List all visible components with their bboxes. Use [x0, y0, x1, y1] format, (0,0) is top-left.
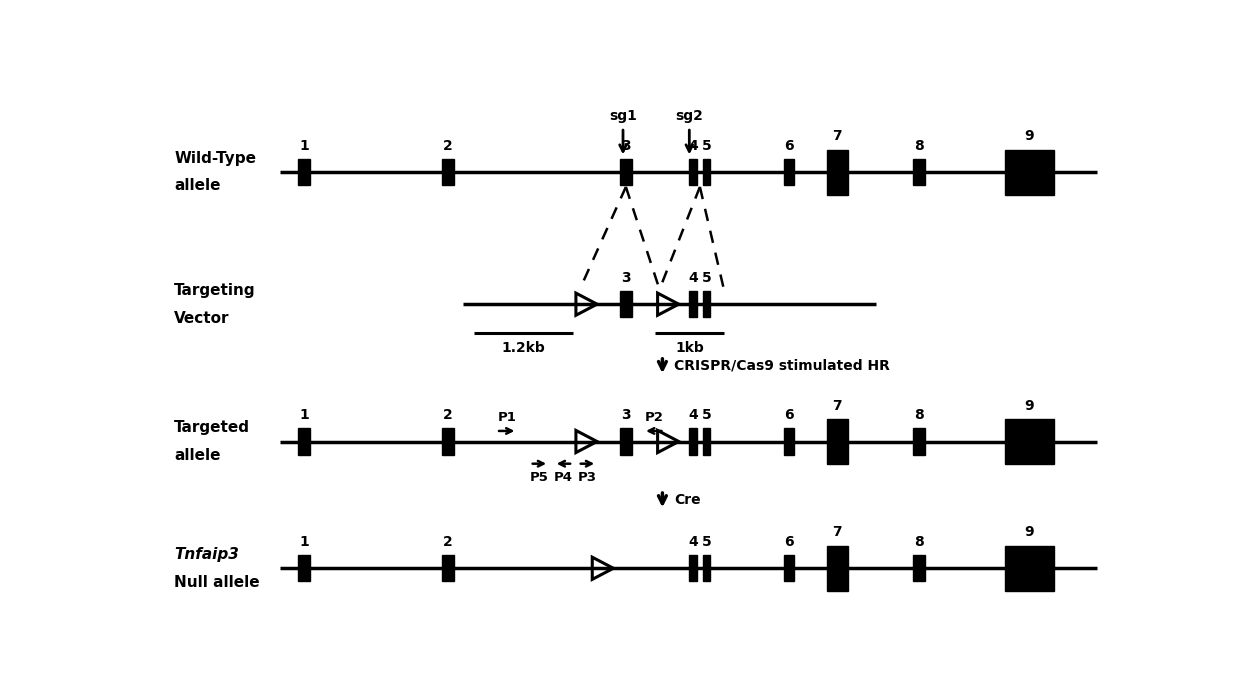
Bar	[703, 555, 711, 582]
Text: 4: 4	[688, 408, 698, 422]
Text: 8: 8	[914, 408, 924, 422]
Bar	[785, 428, 794, 455]
Text: P2: P2	[645, 410, 663, 423]
Text: 9: 9	[1024, 525, 1034, 539]
Bar	[703, 428, 711, 455]
Bar	[443, 159, 454, 185]
Bar	[785, 555, 794, 582]
Text: 5: 5	[702, 139, 712, 152]
Text: 4: 4	[688, 271, 698, 285]
Text: 7: 7	[832, 525, 842, 539]
Text: Null allele: Null allele	[174, 575, 260, 590]
Text: 8: 8	[914, 139, 924, 152]
Text: 7: 7	[832, 399, 842, 413]
Text: 9: 9	[1024, 399, 1034, 413]
Text: allele: allele	[174, 178, 221, 193]
Bar	[689, 159, 697, 185]
Text: 6: 6	[785, 535, 794, 549]
Text: Tnfaip3: Tnfaip3	[174, 547, 239, 562]
Bar	[785, 159, 794, 185]
Bar	[298, 428, 310, 455]
Text: sg2: sg2	[676, 109, 703, 123]
Text: 6: 6	[785, 139, 794, 152]
Bar	[1004, 419, 1054, 464]
Bar	[913, 555, 925, 582]
Bar	[913, 428, 925, 455]
Bar	[1004, 150, 1054, 195]
Text: sg1: sg1	[609, 109, 637, 123]
Text: 1.2kb: 1.2kb	[502, 341, 546, 355]
Text: allele: allele	[174, 448, 221, 463]
Text: 1: 1	[299, 139, 309, 152]
Bar	[703, 291, 711, 318]
Text: Vector: Vector	[174, 311, 229, 326]
Text: 8: 8	[914, 535, 924, 549]
Text: 3: 3	[621, 139, 631, 152]
Text: Targeting: Targeting	[174, 283, 255, 298]
Text: Wild-Type: Wild-Type	[174, 151, 257, 166]
Bar	[620, 428, 631, 455]
Bar	[620, 291, 631, 318]
Text: 6: 6	[785, 408, 794, 422]
Text: Cre: Cre	[675, 493, 701, 507]
Text: 2: 2	[443, 535, 453, 549]
Text: 5: 5	[702, 408, 712, 422]
Text: 1kb: 1kb	[675, 341, 703, 355]
Text: 2: 2	[443, 139, 453, 152]
Text: 3: 3	[621, 271, 631, 285]
Text: P3: P3	[578, 471, 596, 484]
Text: 5: 5	[702, 535, 712, 549]
Text: 4: 4	[688, 535, 698, 549]
Bar	[298, 159, 310, 185]
Bar	[913, 159, 925, 185]
Text: P4: P4	[554, 471, 573, 484]
Bar	[689, 555, 697, 582]
Text: 7: 7	[832, 130, 842, 143]
Bar	[443, 555, 454, 582]
Bar	[827, 419, 848, 464]
Text: 1: 1	[299, 408, 309, 422]
Text: 2: 2	[443, 408, 453, 422]
Bar	[298, 555, 310, 582]
Text: 5: 5	[702, 271, 712, 285]
Text: CRISPR/Cas9 stimulated HR: CRISPR/Cas9 stimulated HR	[675, 359, 890, 373]
Bar	[703, 159, 711, 185]
Text: Targeted: Targeted	[174, 420, 250, 435]
Bar	[827, 150, 848, 195]
Bar	[443, 428, 454, 455]
Text: 9: 9	[1024, 130, 1034, 143]
Text: 4: 4	[688, 139, 698, 152]
Text: 1: 1	[299, 535, 309, 549]
Bar	[620, 159, 631, 185]
Bar	[689, 428, 697, 455]
Text: 3: 3	[621, 408, 631, 422]
Text: P5: P5	[529, 471, 549, 484]
Text: P1: P1	[497, 410, 516, 423]
Bar	[689, 291, 697, 318]
Bar	[827, 546, 848, 591]
Bar	[1004, 546, 1054, 591]
